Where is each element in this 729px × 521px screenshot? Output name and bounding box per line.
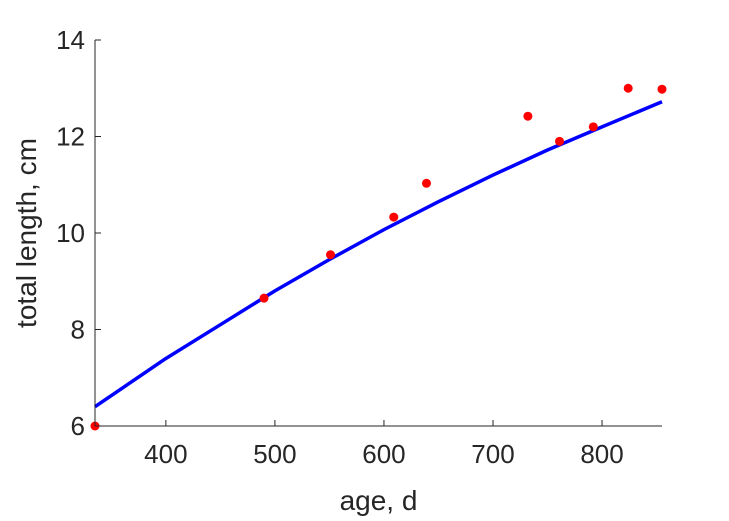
y-tick-label: 8 xyxy=(71,315,85,345)
y-axis-label: total length, cm xyxy=(11,138,42,328)
data-point xyxy=(588,122,598,132)
y-tick-label: 12 xyxy=(56,122,85,152)
y-tick-label: 14 xyxy=(56,25,85,55)
y-tick-label: 10 xyxy=(56,218,85,248)
data-point xyxy=(259,293,269,303)
x-tick-label: 400 xyxy=(144,439,187,469)
data-point xyxy=(326,250,336,260)
fit-curve xyxy=(94,100,663,409)
data-point xyxy=(389,212,399,222)
data-point xyxy=(421,178,431,188)
data-point xyxy=(555,136,565,146)
y-tick-label: 6 xyxy=(71,411,85,441)
fit-curve-layer xyxy=(94,100,663,409)
data-point xyxy=(523,111,533,121)
x-tick-label: 700 xyxy=(471,439,514,469)
x-axis-ticks: 400 500 600 700 800 xyxy=(144,420,624,469)
x-tick-label: 500 xyxy=(253,439,296,469)
x-axis-label: age, d xyxy=(340,485,418,516)
data-point xyxy=(657,84,667,94)
x-tick-label: 800 xyxy=(580,439,623,469)
data-points-layer xyxy=(90,83,667,431)
data-point xyxy=(623,83,633,93)
x-tick-label: 600 xyxy=(362,439,405,469)
y-axis-ticks: 6 8 10 12 14 xyxy=(56,25,101,441)
